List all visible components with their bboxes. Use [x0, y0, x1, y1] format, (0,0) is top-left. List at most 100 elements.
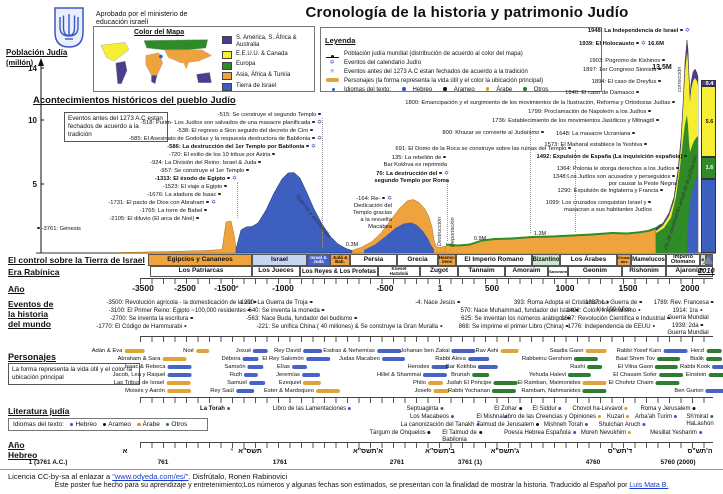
world-event-label: 1776: Independencia de EEUU — [568, 324, 656, 331]
bar-2010-segment — [701, 179, 716, 253]
bullet-icon — [309, 300, 313, 304]
control-band: Bizantino — [532, 254, 560, 266]
language-dot-icon — [628, 430, 632, 434]
personaje-item: El Vilna Gaon — [618, 364, 679, 370]
literatura-item: Kuzari — [607, 414, 630, 421]
personaje-lifespan-pill — [467, 357, 489, 361]
bullet-icon — [37, 226, 40, 230]
personaje-name: Las Tribus de Israel — [113, 380, 165, 386]
personaje-item: Samuel — [227, 380, 265, 386]
world-event-label: -1200: La Guerra de Troja — [239, 300, 314, 307]
leyenda-item-label: Población judía mundial (distribución de… — [344, 50, 523, 57]
year-tick-label: -2500 — [174, 283, 196, 293]
personaje-lifespan-pill — [706, 349, 722, 353]
event-label: 1099: Los cruzados conquistan Israel y ma… — [545, 200, 652, 213]
personaje-lifespan-pill — [248, 381, 265, 385]
hebrew-year-label: תשס"א — [238, 448, 262, 455]
literatura-item: Los Macabeos — [410, 414, 455, 421]
bullet-icon — [658, 67, 661, 71]
population-tick-label: 5 — [32, 180, 37, 189]
personaje-lifespan-pill — [582, 389, 607, 393]
hebrew-year-label: ה'תש"ס — [687, 448, 713, 455]
bullet-icon — [652, 324, 656, 328]
event-label: -2105: El diluvio (El arca de Noé) — [109, 216, 200, 223]
personaje-item: Rey Saúl — [210, 388, 254, 394]
personaje-item: Abraham & Sara — [118, 356, 187, 362]
year-tick-label: -3500 — [132, 283, 154, 293]
event-label: 1903: Pogromo de Kishinov — [589, 58, 666, 65]
world-event-label: -563: Nace Buda, fundador del budismo — [246, 316, 358, 323]
hebrew-year-numeric-label: 3761 (1) — [457, 459, 483, 466]
personaje-item: El Chofetz Chaim — [608, 380, 680, 386]
language-dot-icon — [137, 422, 141, 427]
control-band: Israel — [252, 254, 307, 266]
population-value-label: 0.9M — [473, 236, 487, 242]
odyeda-link[interactable]: "www.odyeda.com/es/" — [112, 472, 189, 481]
literatura-item: El Zohar — [494, 406, 522, 413]
literatura-item: El Siddur — [532, 406, 562, 413]
language-dot-icon — [102, 422, 107, 427]
bullet-icon — [247, 308, 251, 312]
control-row-label: El control sobre la Tierra de Israel — [8, 255, 145, 265]
idiomas-box: Idiomas del texto: Hebreo Arameo Árabe Otro… — [8, 418, 208, 431]
event-label: 1948: La Independencia de Israel ✡ — [587, 28, 690, 34]
personaje-lifespan-pill — [585, 349, 607, 353]
personaje-name: Yehuda Halevi — [528, 372, 567, 378]
personaje-item: Jeremías — [276, 372, 320, 378]
personaje-name: Bruriah — [451, 372, 470, 378]
area-ancient-orange — [117, 220, 240, 254]
hebrew-year-label: א'תשס"א — [353, 448, 383, 455]
literatura-item: Tárgum de Onquelos — [369, 430, 431, 437]
language-dot-icon — [585, 422, 589, 426]
literatura-item: Roma y Jerusalem — [640, 406, 696, 413]
personaje-item: El Rey Salomón — [262, 356, 330, 362]
language-label: Árabe — [496, 87, 513, 94]
bar-2010-segment: 1.6 — [701, 157, 716, 179]
personaje-item: Hillel & Shammai — [377, 372, 448, 378]
personaje-name: Rabbi Kook — [680, 364, 710, 370]
personaje-item: Josefo — [414, 388, 450, 394]
language-label: Otros — [533, 87, 549, 94]
bar-2010-segment-label: 1.6 — [705, 165, 714, 171]
map-legend-item: Tierra de Israel — [222, 83, 314, 92]
year-tick-label: -1000 — [272, 283, 294, 293]
idiomas-label: Idiomas del texto: — [13, 421, 64, 428]
world-events-label-line: Eventos de — [8, 299, 54, 309]
event-label: 1348:Los Judíos son acusados y perseguid… — [552, 174, 676, 187]
personaje-name: Débora — [221, 356, 241, 362]
event-label: 1939: El Holocausto ✡ 16.6M — [579, 41, 664, 47]
personaje-item: Bruriah — [451, 372, 489, 378]
bullet-icon — [636, 41, 639, 45]
hebrew-year-label: ג'תשס"א — [490, 448, 520, 455]
personaje-lifespan-pill — [708, 373, 723, 377]
world-event-label: 868: Se imprime el primer Libro (China) — [459, 324, 570, 331]
personaje-name: Samsón — [224, 364, 246, 370]
bar-2010-segment-label: 5.6 — [705, 118, 714, 125]
event-label: 1840: El caso de Damasco — [565, 90, 640, 97]
language-dot-icon — [348, 406, 352, 410]
language-label: Otros — [171, 421, 188, 428]
language-dot-icon — [69, 422, 74, 427]
page-title: Cronología de la historia y patrimonio J… — [305, 4, 629, 21]
personaje-item: Rabbi Yosef Karo — [617, 348, 688, 354]
event-label: -538: El regreso a Sion seguido del decr… — [177, 128, 314, 135]
personaje-name: Rabbeinu Gershom — [521, 356, 573, 362]
language-dot-icon — [598, 414, 602, 418]
leyenda-item: ✳ Eventos antes del 1273 A.C estan fechad… — [325, 69, 597, 76]
personaje-lifespan-pill — [162, 357, 187, 361]
language-dot-icon — [518, 406, 522, 410]
personaje-lifespan-pill — [305, 357, 330, 361]
connector-line — [530, 128, 531, 233]
leyenda-item: Idiomas del texto: Hebreo Arameo Árabe Otros — [325, 87, 597, 94]
map-color-box: Color del Mapa S. América, S. África & A… — [93, 26, 315, 92]
personaje-name: Baal Shem Tov — [616, 356, 655, 362]
event-label: 1800: Emancipación y el surgimiento de l… — [405, 100, 676, 107]
bullet-icon — [710, 300, 714, 304]
world-event-label: 1789: Rev. Francesa — [654, 300, 715, 307]
personaje-lifespan-pill — [582, 381, 607, 385]
asterisk-icon: ✳ — [329, 68, 335, 75]
literatura-item: Shulchan Aruch — [598, 422, 646, 429]
personaje-lifespan-pill — [195, 349, 209, 353]
personaje-name: Rashi — [570, 364, 585, 370]
year-tick-label: * — [235, 283, 239, 293]
